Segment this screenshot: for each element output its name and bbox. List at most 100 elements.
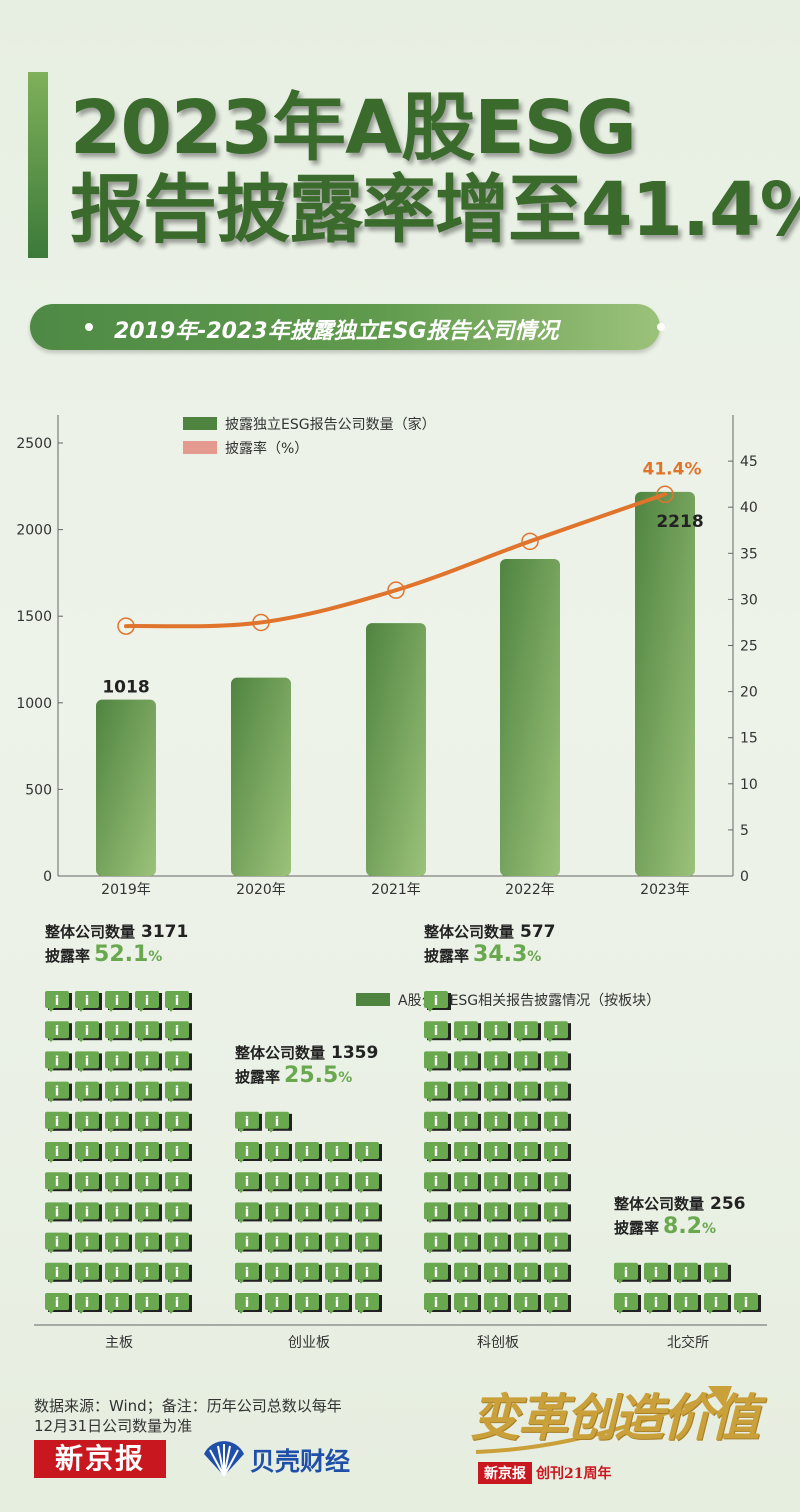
icon-tail: [168, 1249, 174, 1254]
icon-body: [424, 1202, 448, 1220]
icon-body: [105, 1081, 129, 1099]
disclosure-icon: i: [454, 1262, 481, 1284]
icon-tail: [78, 1189, 84, 1194]
disclosure-icon: i: [355, 1293, 382, 1314]
icon-body: [105, 1232, 129, 1250]
right-tick-label: 20: [740, 685, 758, 701]
disclosure-icon: i: [135, 1262, 162, 1284]
disclosure-icon: i: [734, 1293, 761, 1314]
icon-body: [75, 1232, 99, 1250]
legend-swatch: [356, 993, 390, 1006]
icon-tail: [78, 1159, 84, 1163]
info-glyph-icon: i: [434, 1175, 438, 1190]
data-source-line2: 12月31日公司数量为准: [34, 1417, 193, 1435]
icon-tail: [138, 1310, 144, 1314]
icon-body: [424, 1051, 448, 1069]
icon-tail: [238, 1219, 244, 1224]
disclosure-icon: i: [235, 1111, 262, 1133]
icon-body: [454, 1111, 478, 1129]
icon-tail: [328, 1310, 334, 1314]
info-glyph-icon: i: [684, 1266, 688, 1281]
disclosure-icon: i: [644, 1293, 671, 1314]
icon-body: [75, 1111, 99, 1129]
disclosure-icon: i: [105, 1232, 132, 1254]
icon-body: [514, 1172, 538, 1190]
icon-body: [45, 1142, 69, 1159]
icon-body: [265, 1111, 289, 1129]
group-count-label: 整体公司数量 3171: [45, 922, 188, 942]
disclosure-icon: i: [235, 1202, 262, 1224]
info-glyph-icon: i: [85, 1115, 89, 1130]
disclosure-icon: i: [265, 1232, 292, 1254]
info-glyph-icon: i: [464, 1205, 468, 1220]
icon-body: [105, 1293, 129, 1310]
info-glyph-icon: i: [245, 1145, 249, 1160]
disclosure-icon: i: [75, 1262, 102, 1284]
icon-body: [614, 1262, 638, 1280]
info-glyph-icon: i: [175, 994, 179, 1009]
icon-tail: [427, 1098, 433, 1103]
disclosure-icon: i: [75, 1232, 102, 1254]
info-glyph-icon: i: [524, 1054, 528, 1069]
info-glyph-icon: i: [494, 1145, 498, 1160]
icon-body: [325, 1293, 349, 1310]
icon-body: [235, 1202, 259, 1220]
legend-label-bar: 披露独立ESG报告公司数量（家）: [225, 416, 436, 433]
icon-body: [75, 1293, 99, 1310]
icon-body: [135, 1142, 159, 1159]
disclosure-icon: i: [265, 1142, 292, 1163]
icon-body: [484, 1172, 508, 1190]
icon-body: [484, 1293, 508, 1310]
count-prefix: 整体公司数量: [45, 923, 135, 941]
icon-body: [165, 1293, 189, 1310]
info-glyph-icon: i: [115, 1296, 119, 1311]
icon-body: [235, 1172, 259, 1190]
icon-body: [454, 1142, 478, 1159]
icon-body: [165, 1232, 189, 1250]
icon-tail: [517, 1159, 523, 1163]
icon-body: [355, 1202, 379, 1220]
disclosure-icon: i: [295, 1202, 322, 1224]
icon-body: [165, 1262, 189, 1280]
icon-tail: [48, 1008, 54, 1012]
info-glyph-icon: i: [305, 1266, 309, 1281]
icon-tail: [108, 1098, 114, 1103]
disclosure-icon: i: [355, 1202, 382, 1224]
left-tick-label: 2000: [16, 523, 52, 539]
icon-body: [325, 1202, 349, 1220]
info-glyph-icon: i: [464, 1054, 468, 1069]
info-glyph-icon: i: [365, 1175, 369, 1190]
icon-tail: [48, 1310, 54, 1314]
disclosure-icon: i: [295, 1142, 322, 1163]
icon-tail: [138, 1038, 144, 1043]
disclosure-icon: i: [454, 1232, 481, 1254]
page-title-line2: 报告披露率增至41.4%: [70, 167, 800, 253]
disclosure-icon: i: [165, 1021, 192, 1043]
icon-tail: [517, 1279, 523, 1284]
icon-tail: [457, 1219, 463, 1224]
icon-tail: [108, 1008, 114, 1012]
disclosure-icon: i: [105, 1142, 132, 1163]
icon-tail: [108, 1310, 114, 1314]
rate-value-label-2023: 41.4%: [643, 459, 702, 479]
info-glyph-icon: i: [275, 1296, 279, 1311]
disclosure-icon: i: [75, 1172, 102, 1194]
info-glyph-icon: i: [175, 1085, 179, 1100]
icon-tail: [517, 1068, 523, 1073]
icon-tail: [487, 1249, 493, 1254]
info-glyph-icon: i: [85, 1266, 89, 1281]
icon-tail: [238, 1249, 244, 1254]
bar-2020年: [231, 677, 291, 876]
disclosure-icon: i: [45, 1021, 72, 1043]
board-category-label: 北交所: [667, 1334, 709, 1351]
info-glyph-icon: i: [624, 1296, 628, 1311]
info-glyph-icon: i: [85, 1236, 89, 1251]
icon-body: [105, 1051, 129, 1069]
disclosure-icon: i: [295, 1232, 322, 1254]
icon-tail: [238, 1128, 244, 1133]
disclosure-icon: i: [45, 1142, 72, 1163]
icon-body: [484, 1202, 508, 1220]
info-glyph-icon: i: [464, 1236, 468, 1251]
icon-tail: [547, 1068, 553, 1073]
info-glyph-icon: i: [55, 1085, 59, 1100]
